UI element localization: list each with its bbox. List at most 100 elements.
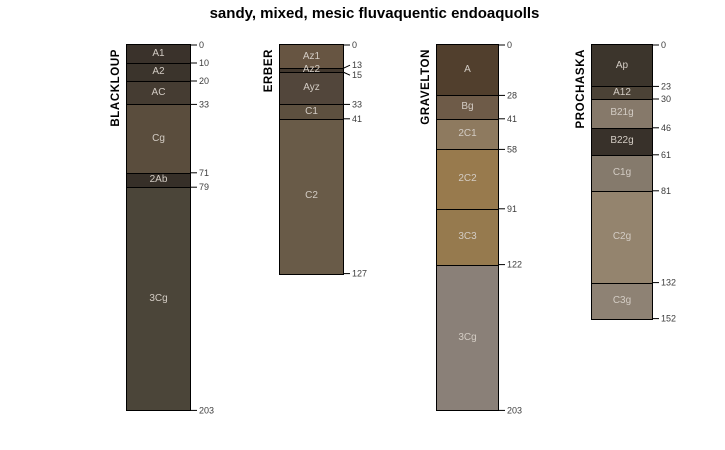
depth-tick-label: 30 bbox=[661, 94, 671, 104]
horizon bbox=[280, 45, 343, 69]
depth-tick-label: 41 bbox=[352, 114, 362, 124]
horizon-boundary bbox=[127, 104, 190, 106]
depth-tick-label: 33 bbox=[199, 99, 209, 109]
horizon-label: Bg bbox=[461, 101, 474, 113]
horizon-label: A12 bbox=[613, 86, 631, 98]
horizon-boundary bbox=[280, 68, 343, 70]
horizon bbox=[280, 72, 343, 105]
horizon-label: 3Cg bbox=[149, 292, 168, 304]
horizon-label: A bbox=[464, 64, 471, 76]
horizon-label: 2Ab bbox=[149, 174, 168, 185]
depth-tick-label: 46 bbox=[661, 123, 671, 133]
horizon bbox=[592, 45, 652, 87]
profile-column: A Bg 2C1 2C2 3C3 3Cg bbox=[436, 44, 499, 412]
horizon-label: C2 bbox=[305, 190, 318, 202]
horizon bbox=[437, 208, 498, 265]
horizon bbox=[437, 118, 498, 150]
horizon bbox=[437, 45, 498, 96]
horizon bbox=[592, 86, 652, 99]
horizon bbox=[127, 45, 190, 63]
horizon-boundary bbox=[437, 118, 498, 120]
horizon bbox=[592, 190, 652, 283]
depth-tick-label: 0 bbox=[507, 40, 512, 50]
horizon bbox=[592, 99, 652, 128]
horizon bbox=[592, 127, 652, 155]
horizon bbox=[280, 118, 343, 274]
depth-tick-label: 0 bbox=[199, 40, 204, 50]
horizon-label: Ap bbox=[615, 59, 629, 71]
horizon-boundary bbox=[437, 149, 498, 151]
horizon-boundary bbox=[127, 172, 190, 174]
horizon-label: B22g bbox=[610, 135, 634, 147]
horizon bbox=[127, 187, 190, 411]
depth-axis: 0 28 41 58 91 122 203 bbox=[498, 40, 522, 415]
horizon-boundary bbox=[592, 154, 652, 156]
horizon-boundary bbox=[592, 99, 652, 100]
depth-tick-label: 33 bbox=[352, 99, 362, 109]
depth-tick-label: 23 bbox=[661, 81, 671, 91]
horizon bbox=[127, 172, 190, 188]
horizon-boundary bbox=[127, 187, 190, 189]
depth-tick-label: 71 bbox=[199, 168, 209, 178]
depth-tick-label: 122 bbox=[507, 260, 522, 270]
horizon-label: Cg bbox=[152, 132, 165, 144]
horizon-label: B21g bbox=[610, 107, 634, 119]
horizon bbox=[437, 264, 498, 411]
profile-name-label: PROCHASKA bbox=[575, 49, 587, 129]
depth-tick-label: 13 bbox=[352, 60, 362, 70]
depth-tick-label: 28 bbox=[507, 90, 517, 100]
plot-title: sandy, mixed, mesic fluvaquentic endoaqu… bbox=[209, 5, 540, 22]
horizon-label: C1g bbox=[612, 166, 632, 178]
depth-tick-label: 127 bbox=[352, 269, 367, 279]
depth-tick bbox=[342, 64, 351, 69]
depth-tick-label: 203 bbox=[199, 405, 214, 415]
horizon-boundary bbox=[437, 264, 498, 266]
horizon bbox=[592, 282, 652, 319]
horizon-label: C3g bbox=[612, 294, 632, 306]
horizon-label: A2 bbox=[152, 66, 165, 77]
horizon-label: AC bbox=[151, 86, 166, 98]
profile-name-label: ERBER bbox=[263, 49, 275, 93]
horizon-boundary bbox=[280, 104, 343, 106]
horizon bbox=[127, 63, 190, 81]
horizon bbox=[437, 149, 498, 209]
horizon-boundary bbox=[280, 118, 343, 120]
horizon-boundary bbox=[592, 282, 652, 284]
profile-name-label: GRAVELTON bbox=[420, 49, 432, 125]
horizon-label: A1 bbox=[152, 48, 165, 59]
horizon-label: 2C2 bbox=[458, 173, 477, 185]
horizon-label: Az2 bbox=[302, 64, 321, 76]
horizon-label: 3Cg bbox=[458, 331, 477, 343]
horizon-label: Az1 bbox=[302, 50, 321, 62]
depth-tick-label: 0 bbox=[352, 40, 357, 50]
depth-axis: 0 23 30 46 61 81 132 152 bbox=[652, 40, 676, 324]
horizon-label: 2C1 bbox=[458, 128, 477, 140]
depth-tick bbox=[342, 71, 351, 76]
horizon-label: Ayz bbox=[303, 82, 320, 94]
horizon bbox=[127, 81, 190, 105]
profile-column: Az1 Az2 Ayz C1 C2 bbox=[279, 44, 344, 275]
horizon-label: C2g bbox=[612, 230, 632, 242]
depth-tick-label: 15 bbox=[352, 70, 362, 80]
depth-tick-label: 152 bbox=[661, 314, 676, 324]
horizon-boundary bbox=[592, 127, 652, 129]
depth-tick-label: 20 bbox=[199, 76, 209, 86]
horizon bbox=[437, 95, 498, 119]
depth-tick-label: 91 bbox=[507, 204, 517, 214]
horizon bbox=[280, 68, 343, 72]
depth-tick-label: 61 bbox=[661, 150, 671, 160]
horizon-boundary bbox=[592, 190, 652, 192]
horizon-boundary bbox=[280, 72, 343, 73]
profile-column: Ap A12 B21g B22g C1g C2g C3g bbox=[591, 44, 653, 320]
depth-tick-label: 81 bbox=[661, 186, 671, 196]
horizon-label: 3C3 bbox=[458, 230, 477, 242]
depth-tick-label: 132 bbox=[661, 278, 676, 288]
horizon-boundary bbox=[437, 95, 498, 97]
horizon bbox=[592, 154, 652, 191]
profile-column: A1 A2 AC Cg 2Ab 3Cg bbox=[126, 44, 191, 412]
depth-tick-label: 79 bbox=[199, 182, 209, 192]
horizon-boundary bbox=[127, 63, 190, 64]
